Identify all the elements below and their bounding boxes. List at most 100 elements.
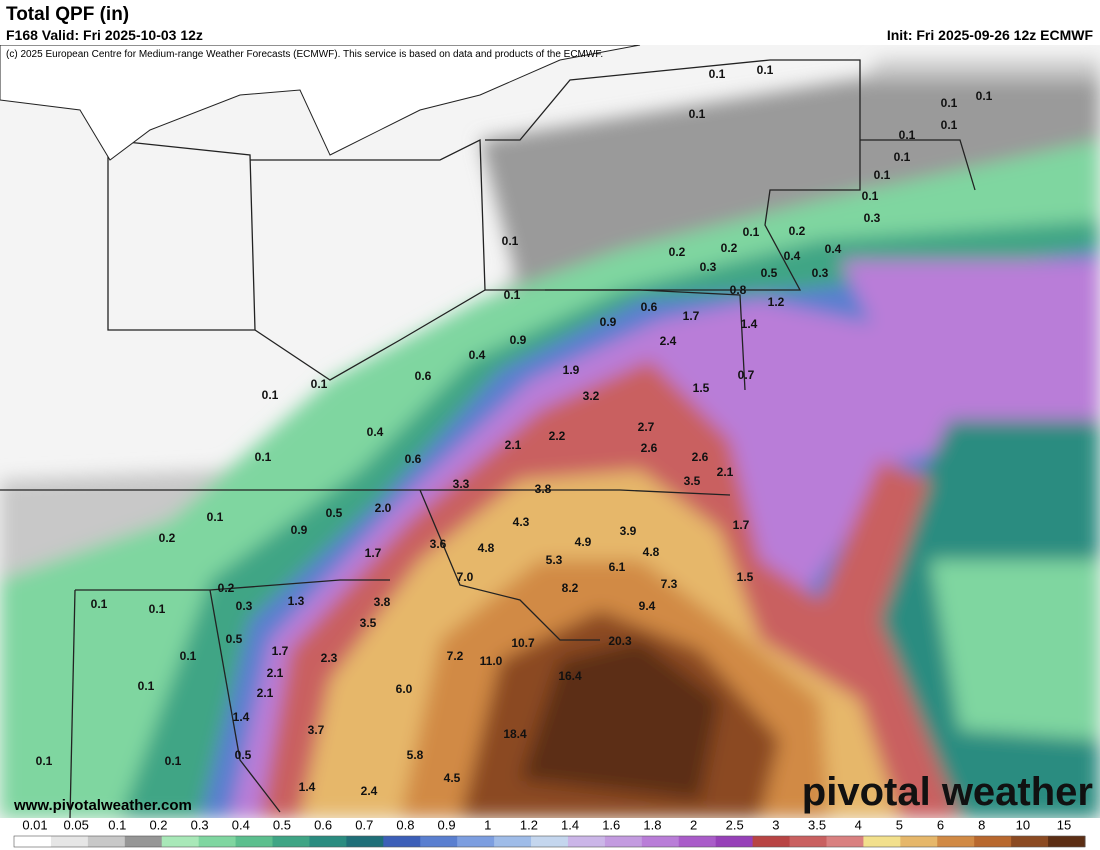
value-label: 3.6 bbox=[430, 537, 447, 551]
value-label: 2.7 bbox=[638, 420, 655, 434]
value-label: 5.8 bbox=[407, 748, 424, 762]
value-label: 16.4 bbox=[558, 669, 582, 683]
value-label: 4.9 bbox=[575, 535, 592, 549]
legend-swatch bbox=[235, 836, 274, 847]
legend-label: 8 bbox=[978, 817, 985, 832]
value-label: 6.1 bbox=[609, 560, 626, 574]
title: Total QPF (in) bbox=[6, 4, 129, 25]
value-label: 0.1 bbox=[757, 63, 774, 77]
legend-label: 0.8 bbox=[396, 817, 414, 832]
legend-frame bbox=[13, 835, 1086, 848]
value-label: 3.8 bbox=[535, 482, 552, 496]
legend-label: 0.01 bbox=[22, 817, 47, 832]
value-label: 3.5 bbox=[360, 616, 377, 630]
legend-label: 1 bbox=[484, 817, 491, 832]
value-label: 0.4 bbox=[784, 249, 801, 263]
value-label: 3.8 bbox=[374, 595, 391, 609]
value-label: 2.1 bbox=[267, 666, 284, 680]
legend-swatch bbox=[863, 836, 901, 847]
value-label: 2.6 bbox=[641, 441, 658, 455]
value-label: 0.6 bbox=[405, 452, 422, 466]
value-label: 2.1 bbox=[257, 686, 274, 700]
legend-swatch bbox=[789, 836, 827, 847]
value-label: 3.3 bbox=[453, 477, 470, 491]
value-label: 0.1 bbox=[262, 388, 279, 402]
value-label: 0.1 bbox=[941, 118, 958, 132]
value-label: 2.2 bbox=[549, 429, 566, 443]
value-label: 1.7 bbox=[272, 644, 289, 658]
value-label: 1.5 bbox=[737, 570, 754, 584]
legend-label: 0.9 bbox=[438, 817, 456, 832]
value-label: 10.7 bbox=[511, 636, 535, 650]
value-label: 0.1 bbox=[941, 96, 958, 110]
value-label: 2.4 bbox=[361, 784, 378, 798]
map: 0.1 0.10.1 0.10.10.10.10.10.10.10.30.10.2 0… bbox=[0, 45, 1100, 818]
logo: pivotal weather bbox=[802, 770, 1093, 814]
value-label: 1.3 bbox=[288, 594, 305, 608]
value-label: 1.5 bbox=[693, 381, 710, 395]
value-label: 9.4 bbox=[639, 599, 656, 613]
value-label: 2.1 bbox=[505, 438, 522, 452]
legend-swatch bbox=[198, 836, 237, 847]
legend-swatch bbox=[457, 836, 495, 847]
great-lakes bbox=[0, 45, 641, 161]
legend-swatch bbox=[974, 836, 1012, 847]
legend-swatch bbox=[641, 836, 680, 847]
legend-label: 2.5 bbox=[726, 817, 744, 832]
value-label: 0.1 bbox=[502, 234, 519, 248]
value-label: 0.5 bbox=[226, 632, 243, 646]
value-label: 2.3 bbox=[321, 651, 338, 665]
value-label: 0.1 bbox=[899, 128, 916, 142]
value-label: 0.1 bbox=[689, 107, 706, 121]
value-label: 0.1 bbox=[709, 67, 726, 81]
legend-swatch bbox=[346, 836, 384, 847]
boundaries bbox=[0, 59, 976, 818]
value-label: 0.6 bbox=[415, 369, 432, 383]
value-label: 1.7 bbox=[365, 546, 382, 560]
value-label: 0.2 bbox=[159, 531, 176, 545]
legend-swatch bbox=[1011, 836, 1049, 847]
value-label: 0.5 bbox=[326, 506, 343, 520]
value-label: 0.9 bbox=[291, 523, 308, 537]
value-label: 0.1 bbox=[91, 597, 108, 611]
value-label: 3.2 bbox=[583, 389, 600, 403]
init-time: Init: Fri 2025-09-26 12z ECMWF bbox=[887, 27, 1094, 43]
value-label: 0.8 bbox=[730, 283, 747, 297]
legend-swatch bbox=[87, 836, 126, 847]
value-label: 0.1 bbox=[165, 754, 182, 768]
value-label: 0.2 bbox=[669, 245, 686, 259]
color-legend: 0.01 0.05 0.1 0.2 0.3 0.4 0.5 0.6 0.7 0.8 0.9 1 1.2 1… bbox=[13, 817, 1086, 848]
value-label: 0.2 bbox=[789, 224, 806, 238]
legend-swatch bbox=[826, 836, 864, 847]
value-label: 0.2 bbox=[218, 581, 235, 595]
value-label: 2.0 bbox=[375, 501, 392, 515]
legend-swatch bbox=[900, 836, 938, 847]
legend-label: 4 bbox=[855, 817, 862, 832]
legend-swatch bbox=[715, 836, 754, 847]
legend-label: 3 bbox=[772, 817, 779, 832]
value-label: 4.3 bbox=[513, 515, 530, 529]
legend-swatch bbox=[124, 836, 163, 847]
legend-swatch bbox=[1048, 836, 1086, 847]
value-label: 0.9 bbox=[510, 333, 527, 347]
value-label: 1.9 bbox=[563, 363, 580, 377]
value-label: 0.1 bbox=[207, 510, 224, 524]
legend-swatch bbox=[567, 836, 606, 847]
value-label: 7.0 bbox=[457, 570, 474, 584]
legend-swatch bbox=[531, 836, 569, 847]
value-label: 0.2 bbox=[721, 241, 738, 255]
precip-shading bbox=[0, 60, 1100, 818]
value-label: 0.1 bbox=[180, 649, 197, 663]
value-label: 0.7 bbox=[738, 368, 755, 382]
legend-swatch bbox=[752, 836, 791, 847]
legend-swatch bbox=[604, 836, 643, 847]
legend-swatch bbox=[309, 836, 347, 847]
legend-label: 1.2 bbox=[520, 817, 538, 832]
value-label: 0.1 bbox=[743, 225, 760, 239]
legend-swatch bbox=[678, 836, 717, 847]
legend-label: 0.1 bbox=[108, 817, 126, 832]
value-label: 4.5 bbox=[444, 771, 461, 785]
legend-label: 1.8 bbox=[643, 817, 661, 832]
